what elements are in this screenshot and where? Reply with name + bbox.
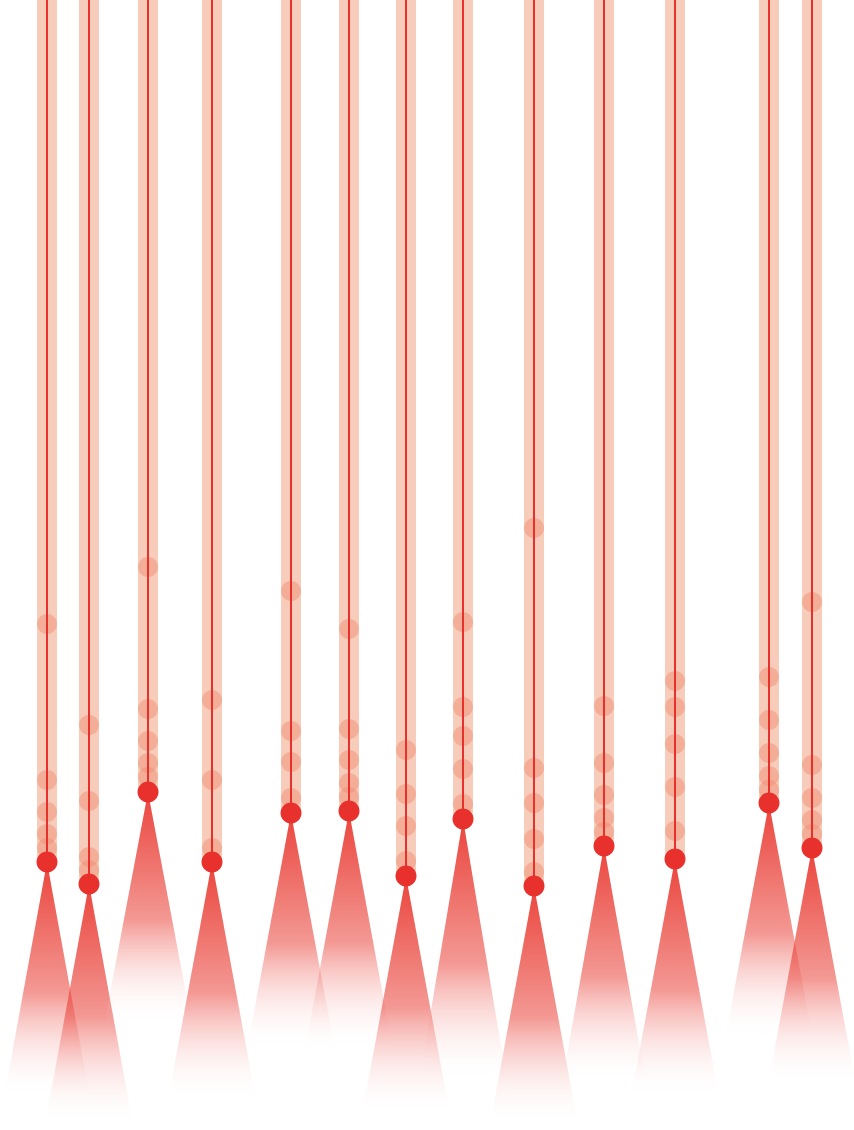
strand-5-cone [247,813,335,1050]
track-layer [37,0,822,886]
strand-13-head-dot [801,837,823,859]
strand-13-cone [768,848,854,1085]
head-dot-layer [36,781,823,897]
strand-2-head-dot [78,873,100,895]
strand-7-head-dot [395,865,417,887]
strand-3-cone [104,792,192,1025]
strand-12-head-dot [758,792,780,814]
strand-5-head-dot [280,802,302,824]
strand-4-cone [168,862,256,1100]
strand-11-cone [631,859,719,1097]
strand-4-head-dot [201,851,223,873]
strand-10-cone [562,846,646,1083]
strand-6-cone [305,811,393,1050]
strand-3-head-dot [137,781,159,803]
strand-6-head-dot [338,800,360,822]
strand-10-head-dot [593,835,615,857]
cone-layer [4,792,854,1125]
needle-layer [46,0,813,886]
strand-8-cone [419,819,507,1082]
strand-9-head-dot [523,875,545,897]
strand-2-cone [45,884,133,1125]
strand-11-head-dot [664,848,686,870]
strand-9-cone [490,886,578,1125]
strand-8-head-dot [452,808,474,830]
strand-1-head-dot [36,851,58,873]
